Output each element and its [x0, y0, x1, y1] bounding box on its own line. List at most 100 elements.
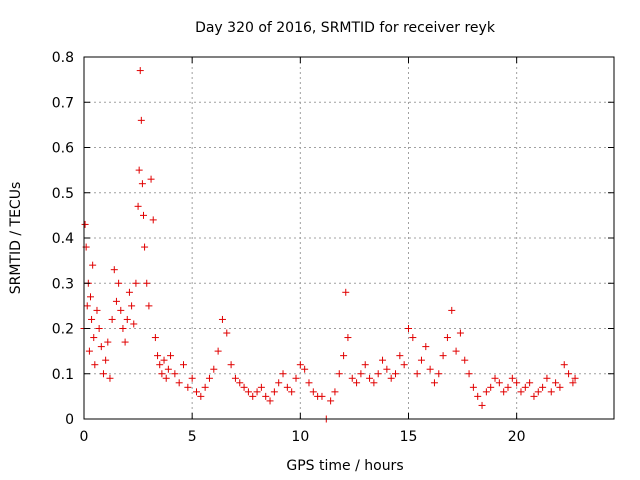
data-point	[469, 383, 477, 391]
data-point	[184, 383, 192, 391]
data-point	[296, 361, 304, 369]
data-point	[560, 361, 568, 369]
data-point	[439, 352, 447, 360]
y-tick-label: 0.3	[52, 276, 74, 292]
data-point	[357, 370, 365, 378]
y-tick-label: 0.8	[52, 50, 74, 66]
data-point	[249, 392, 257, 400]
data-point	[435, 370, 443, 378]
data-point	[257, 383, 265, 391]
data-point	[342, 288, 350, 296]
data-point	[422, 343, 430, 351]
data-point	[482, 388, 490, 396]
data-point	[361, 361, 369, 369]
y-tick-label: 0.1	[52, 367, 74, 383]
data-point	[344, 334, 352, 342]
data-point	[370, 379, 378, 387]
data-point	[134, 202, 142, 210]
data-point	[119, 325, 127, 332]
y-axis-title: SRMTID / TECUs	[8, 182, 24, 295]
data-point	[88, 315, 96, 323]
data-point	[99, 370, 107, 378]
data-point	[500, 388, 508, 396]
data-point	[85, 347, 93, 355]
grid-lines	[84, 57, 614, 419]
data-point	[517, 388, 525, 396]
data-point	[270, 388, 278, 396]
data-point	[214, 347, 222, 355]
data-point	[135, 166, 143, 174]
tick-labels: 0 0.1 0.2 0.3 0.4 0.5 0.6 0.7 0.8 0 5 10 15 20	[52, 50, 526, 445]
data-point	[292, 374, 300, 382]
data-points	[80, 67, 579, 423]
data-point	[227, 361, 235, 369]
data-point	[348, 374, 356, 382]
data-point	[81, 220, 89, 228]
data-point	[404, 325, 412, 332]
data-point	[327, 397, 335, 405]
data-point	[106, 374, 114, 382]
data-point	[210, 365, 218, 373]
data-point	[504, 383, 512, 391]
chart-title: Day 320 of 2016, SRMTID for receiver rey…	[195, 20, 496, 36]
data-point	[143, 279, 151, 287]
data-point	[491, 374, 499, 382]
x-axis-title: GPS time / hours	[286, 458, 403, 474]
data-point	[543, 374, 551, 382]
data-point	[86, 293, 94, 301]
data-point	[139, 211, 147, 219]
data-point	[383, 365, 391, 373]
data-point	[552, 379, 560, 387]
data-point	[95, 325, 103, 332]
data-point	[279, 370, 287, 378]
data-point	[244, 388, 252, 396]
data-point	[539, 383, 547, 391]
data-point	[130, 320, 138, 328]
data-point	[108, 315, 116, 323]
data-point	[149, 216, 157, 224]
data-point	[443, 334, 451, 342]
data-point	[104, 338, 112, 346]
data-point	[123, 315, 131, 323]
data-point	[374, 370, 382, 378]
x-tick-label: 0	[80, 429, 89, 445]
data-point	[117, 306, 125, 314]
data-point	[305, 379, 313, 387]
data-point	[569, 379, 577, 387]
x-tick-label: 5	[188, 429, 197, 445]
data-point	[128, 302, 136, 310]
data-point	[97, 343, 105, 351]
data-point	[556, 383, 564, 391]
data-point	[231, 374, 239, 382]
data-point	[83, 302, 91, 310]
data-point	[266, 397, 274, 405]
data-point	[197, 392, 205, 400]
data-point	[301, 365, 309, 373]
data-point	[136, 67, 144, 75]
data-point	[121, 338, 129, 346]
data-point	[465, 370, 473, 378]
data-point	[571, 374, 579, 382]
data-point	[90, 334, 98, 342]
data-point	[530, 392, 538, 400]
data-point	[521, 383, 529, 391]
data-point	[145, 302, 153, 310]
data-point	[162, 374, 170, 382]
data-point	[262, 392, 270, 400]
data-point	[396, 352, 404, 360]
data-point	[223, 329, 231, 337]
data-point	[93, 306, 101, 314]
data-point	[283, 383, 291, 391]
data-point	[340, 352, 348, 360]
data-point	[478, 401, 486, 409]
data-point	[387, 374, 395, 382]
x-tick-label: 20	[508, 429, 526, 445]
data-point	[240, 383, 248, 391]
y-tick-label: 0	[65, 412, 74, 428]
data-point	[201, 383, 209, 391]
data-point	[379, 356, 387, 364]
data-point	[275, 379, 283, 387]
data-point	[112, 297, 120, 305]
data-point	[253, 388, 261, 396]
